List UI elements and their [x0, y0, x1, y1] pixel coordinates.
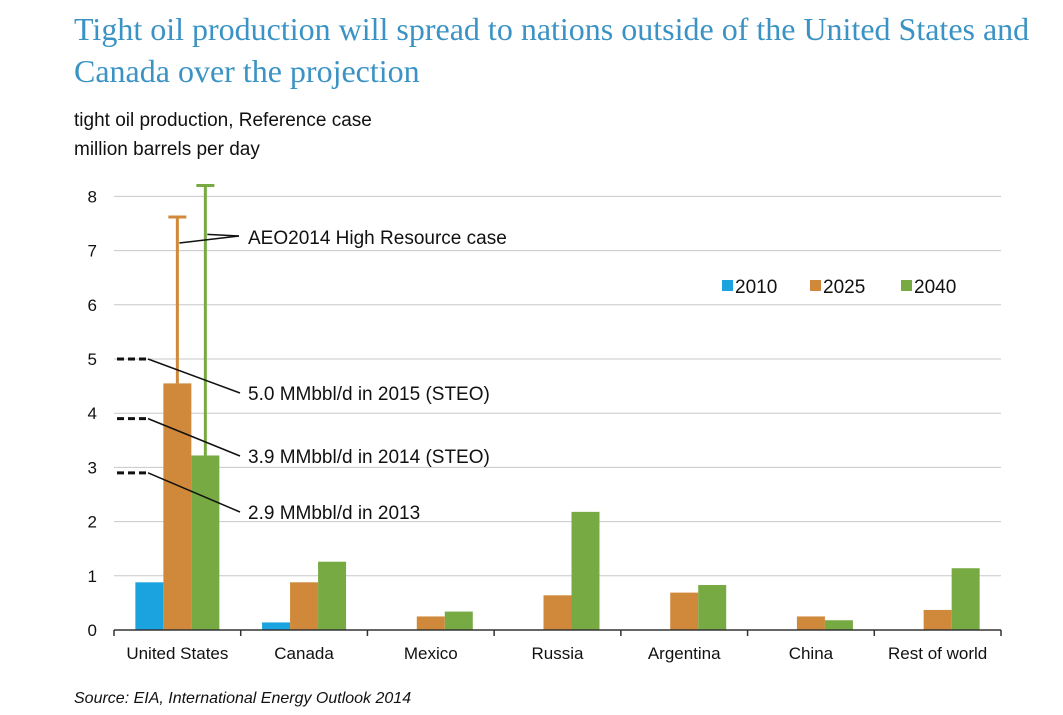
bar-2040-canada — [318, 561, 347, 630]
bar-2010-canada — [262, 622, 291, 630]
callout-line — [179, 235, 240, 244]
y-tick-label: 5 — [88, 350, 97, 369]
x-tick-label: Russia — [532, 644, 585, 663]
source-note: Source: EIA, International Energy Outloo… — [74, 690, 412, 707]
reference-label: 2.9 MMbbl/d in 2013 — [248, 503, 420, 524]
bar-2025-united-states — [163, 383, 192, 630]
x-tick-label: China — [789, 644, 834, 663]
chart-title: Tight oil production will spread to nati… — [74, 11, 1030, 89]
legend-label-2010: 2010 — [735, 277, 777, 298]
bar-2040-argentina — [698, 585, 727, 630]
chart-subtitle: tight oil production, Reference case mil… — [74, 106, 372, 164]
x-tick-label: Mexico — [404, 644, 458, 663]
legend-swatch-2010 — [722, 280, 733, 291]
bar-2025-canada — [290, 582, 319, 630]
legend-swatch-2025 — [810, 280, 821, 291]
x-tick-label: Rest of world — [888, 644, 987, 663]
reference-leader-line — [147, 358, 241, 394]
bar-2040-china — [824, 620, 853, 630]
bar-2040-united-states — [191, 455, 220, 630]
bar-2025-mexico — [416, 616, 445, 630]
callout-line — [207, 233, 240, 237]
x-axis — [113, 629, 1002, 636]
bar-2040-mexico — [444, 611, 473, 630]
legend: 2010 2025 2040 — [722, 277, 956, 298]
subtitle-line-1: tight oil production, Reference case — [74, 110, 372, 131]
bar-2025-china — [796, 616, 825, 630]
bar-2040-rest-of-world — [951, 568, 980, 630]
y-tick-label: 3 — [88, 458, 97, 477]
bar-2025-russia — [543, 595, 572, 630]
reference-label: 5.0 MMbbl/d in 2015 (STEO) — [248, 384, 490, 405]
reference-label: 3.9 MMbbl/d in 2014 (STEO) — [248, 447, 490, 468]
y-tick-label: 7 — [88, 242, 97, 261]
gridlines — [114, 195, 1001, 577]
annotations: AEO2014 High Resource case 5.0 MMbbl/d in… — [117, 184, 507, 524]
high-resource-label: AEO2014 High Resource case — [248, 228, 507, 249]
y-tick-label: 0 — [88, 621, 97, 640]
legend-label-2040: 2040 — [914, 277, 956, 298]
y-tick-label: 6 — [88, 296, 97, 315]
bar-2025-rest-of-world — [923, 609, 952, 630]
y-tick-label: 1 — [88, 567, 97, 586]
y-tick-label: 2 — [88, 513, 97, 532]
reference-leader-line — [147, 472, 241, 513]
y-axis-ticks: 0 1 2 3 4 5 6 7 8 — [88, 187, 97, 640]
bar-2025-argentina — [670, 592, 699, 630]
bars — [135, 383, 980, 630]
subtitle-line-2: million barrels per day — [74, 139, 260, 160]
y-tick-label: 4 — [88, 404, 97, 423]
legend-swatch-2040 — [901, 280, 912, 291]
legend-label-2025: 2025 — [823, 277, 865, 298]
x-axis-labels: United States Canada Mexico Russia Argentina… — [126, 644, 987, 663]
x-tick-label: United States — [126, 644, 228, 663]
x-tick-label: Argentina — [648, 644, 721, 663]
y-tick-label: 8 — [88, 187, 97, 206]
bar-2040-russia — [571, 511, 600, 630]
x-tick-label: Canada — [274, 644, 334, 663]
reference-leader-line — [147, 417, 241, 457]
bar-2010-united-states — [135, 582, 164, 630]
